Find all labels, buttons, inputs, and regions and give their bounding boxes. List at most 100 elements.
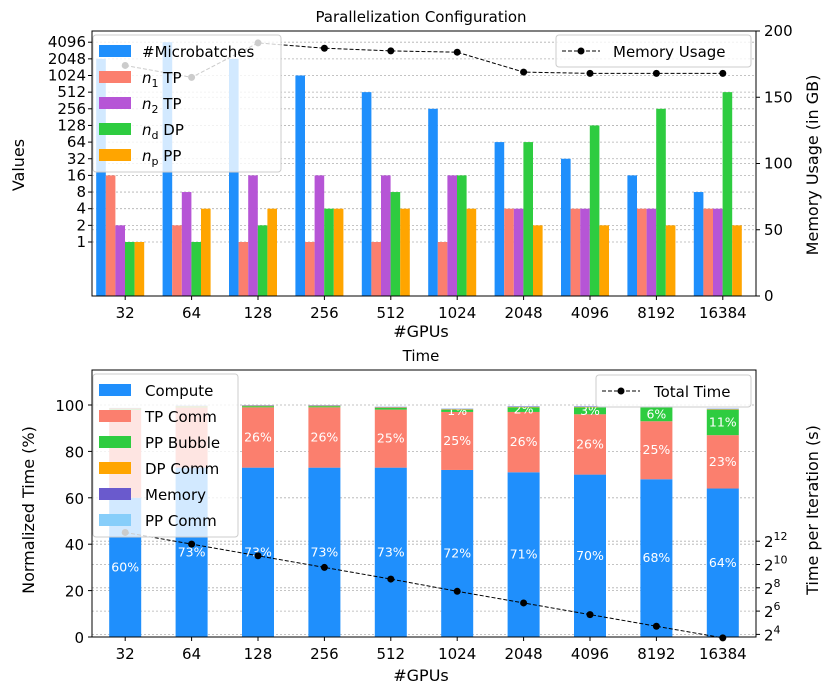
- y-tick-label: 40: [65, 536, 84, 554]
- bar: [229, 58, 239, 296]
- y-tick-label: 20: [65, 583, 84, 601]
- y-tick-label: 1: [76, 233, 86, 251]
- bar: [561, 158, 571, 296]
- bar: [513, 208, 524, 296]
- bar: [646, 208, 657, 296]
- legend-label: TP Comm: [144, 408, 217, 426]
- memory-usage-point: [387, 47, 395, 55]
- y-tick-label: 16: [67, 166, 86, 184]
- y2-tick-label: 0: [764, 287, 774, 305]
- memory-usage-point: [453, 48, 461, 56]
- top-chart-xlabel: #GPUs: [393, 322, 449, 341]
- stacked-bar-segment: [574, 414, 606, 475]
- bar: [248, 175, 258, 296]
- bar: [361, 92, 372, 297]
- legend-label: nd DP: [142, 121, 184, 142]
- bar: [713, 208, 723, 296]
- stacked-bar-segment: [507, 472, 540, 637]
- legend-swatch: [99, 462, 131, 474]
- legend-box: [595, 374, 752, 408]
- segment-data-label: 26%: [311, 429, 339, 444]
- plot-frame: [91, 369, 757, 638]
- memory-usage-point: [719, 69, 727, 77]
- bottom-chart-y2label: Time per Iteration (s): [803, 425, 822, 596]
- bar: [257, 225, 268, 296]
- total-time-point: [453, 587, 461, 595]
- x-tick-label: 512: [376, 304, 405, 322]
- top-chart-title: Parallelization Configuration: [315, 8, 526, 26]
- x-tick-label: 64: [182, 645, 201, 663]
- y-tick-label: 2: [76, 216, 86, 234]
- legend-swatch: [99, 71, 131, 83]
- stacked-bar-segment: [640, 479, 673, 637]
- stacked-bar-segment: [640, 421, 673, 480]
- bar: [381, 175, 391, 296]
- legend-right: Total Time: [595, 374, 752, 408]
- bar: [599, 225, 609, 296]
- y2-tick-label: 24: [764, 623, 781, 644]
- x-tick-label: 32: [116, 645, 135, 663]
- bar: [371, 242, 381, 296]
- total-time-point: [320, 563, 328, 571]
- segment-data-label: 73%: [244, 544, 272, 559]
- legend-label: #Microbatches: [142, 43, 255, 61]
- stacked-bar-segment: [441, 409, 474, 412]
- legend-label: DP Comm: [145, 460, 219, 478]
- x-tick-label: 2048: [505, 645, 543, 663]
- y-tick-label: 64: [67, 133, 86, 151]
- stacked-bar-segment: [441, 411, 474, 470]
- bar: [693, 192, 704, 296]
- bar: [305, 242, 315, 296]
- segment-data-label: 68%: [643, 550, 671, 565]
- segment-data-label: 1%: [447, 403, 467, 418]
- x-tick-label: 128: [244, 304, 273, 322]
- x-tick-label: 8192: [637, 304, 675, 322]
- top-chart-ylabel: Values: [9, 139, 28, 191]
- y-tick-label: 4096: [48, 33, 86, 51]
- x-tick-label: 16384: [699, 304, 747, 322]
- bar: [437, 242, 448, 296]
- total-time-point: [188, 540, 196, 548]
- total-time-point: [586, 611, 594, 619]
- segment-data-label: 26%: [244, 429, 272, 444]
- segment-data-label: 73%: [178, 544, 206, 559]
- segment-data-label: 26%: [510, 434, 538, 449]
- bar: [627, 175, 637, 296]
- x-tick-label: 128: [244, 645, 273, 663]
- x-tick-label: 256: [310, 645, 339, 663]
- legend-label: Memory: [145, 486, 206, 504]
- bar: [324, 208, 334, 296]
- bar: [400, 208, 410, 296]
- y-tick-label: 2048: [48, 50, 86, 68]
- stacked-bar-segment: [308, 406, 341, 408]
- y-tick-label: 8: [76, 183, 86, 201]
- x-tick-label: 32: [116, 304, 135, 322]
- segment-data-label: 73%: [311, 544, 339, 559]
- stacked-bar-segment: [507, 411, 540, 473]
- legend-label: PP Comm: [145, 512, 217, 530]
- legend-swatch: [99, 45, 131, 57]
- y-tick-label: 100: [55, 397, 84, 415]
- stacked-bar-segment: [308, 407, 341, 468]
- bar: [665, 225, 676, 296]
- bar: [96, 58, 106, 296]
- x-tick-label: 256: [310, 304, 339, 322]
- bar: [732, 225, 742, 296]
- bar: [191, 242, 201, 296]
- legend-swatch: [99, 410, 131, 422]
- stacked-bar-segment: [308, 467, 341, 637]
- bar: [115, 225, 125, 296]
- segment-data-label: 70%: [576, 548, 604, 563]
- y2-tick-label: 28: [764, 577, 781, 598]
- bar: [494, 142, 505, 296]
- bar: [314, 175, 325, 296]
- bar: [333, 208, 344, 296]
- memory-usage-point: [586, 69, 594, 77]
- stacked-bar-segment: [706, 435, 739, 489]
- bar: [134, 242, 145, 296]
- x-tick-label: 4096: [571, 645, 609, 663]
- segment-data-label: 25%: [643, 442, 671, 457]
- bar: [295, 75, 305, 296]
- legend-box: [92, 34, 282, 173]
- total-time-point: [387, 575, 395, 583]
